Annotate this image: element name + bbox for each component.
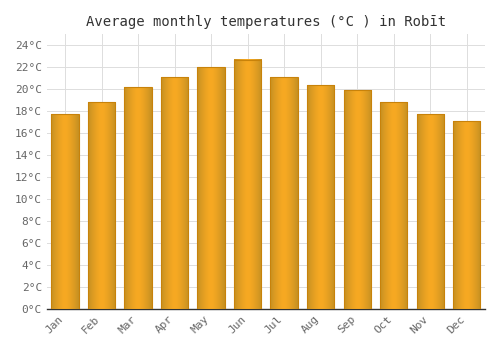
Bar [124, 87, 152, 309]
Bar [416, 114, 444, 309]
Bar [198, 67, 225, 309]
Bar [270, 77, 298, 309]
Bar [344, 90, 371, 309]
Bar [453, 121, 480, 309]
Bar [52, 114, 79, 309]
Bar [234, 60, 262, 309]
Bar [307, 85, 334, 309]
Bar [380, 103, 407, 309]
Title: Average monthly temperatures (°C ) in Robīt: Average monthly temperatures (°C ) in Ro… [86, 15, 446, 29]
Bar [88, 103, 116, 309]
Bar [161, 77, 188, 309]
